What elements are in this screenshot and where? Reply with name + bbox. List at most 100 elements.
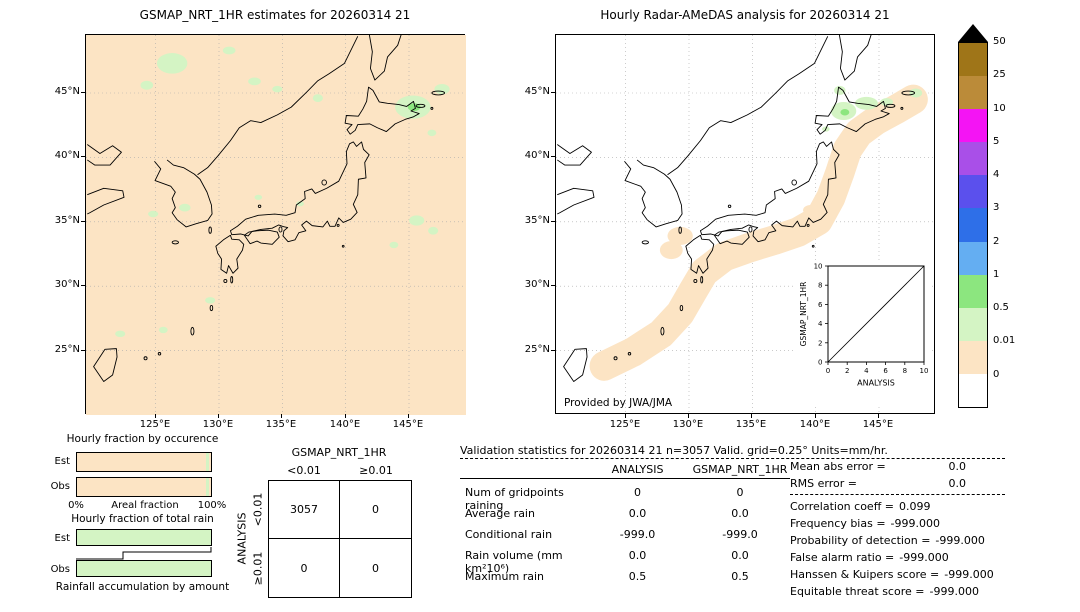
bar-row-label: Obs <box>50 481 70 492</box>
colorbar-tick-label: 10 <box>993 103 1006 114</box>
colorbar-tick-label: 2 <box>993 236 1000 247</box>
bar-segment-peach <box>77 453 206 471</box>
longitude-tick-label: 135°E <box>265 419 297 430</box>
contingency-cell: 0 <box>340 481 411 539</box>
inset-tick-label: 6 <box>818 301 823 309</box>
stat-value: 0.0 <box>628 507 647 520</box>
colorbar-segment <box>959 109 987 143</box>
stat-label: Num of gridpoints raining <box>465 486 564 512</box>
est-occurrence-bar <box>76 452 212 472</box>
stat-value: 0.0 <box>948 460 967 473</box>
stat-label: Equitable threat score = <box>790 585 925 598</box>
stat-label: Probability of detection = <box>790 534 931 547</box>
stat-value: -999.0 <box>722 528 758 541</box>
right-map: 0 2 4 6 8 10 0 2 4 6 8 10 ANALYSIS GSMAP… <box>555 34 936 415</box>
longitude-tick-label: 140°E <box>799 419 831 430</box>
scatter-inset: 0 2 4 6 8 10 0 2 4 6 8 10 ANALYSIS GSMAP… <box>796 261 931 406</box>
latitude-tick-label: 25°N <box>54 344 80 355</box>
accumulation-step-line <box>76 547 212 560</box>
stat-label: Correlation coeff = <box>790 500 894 513</box>
occurrence-chart-title: Hourly fraction by occurence <box>66 433 219 445</box>
contingency-cell: 3057 <box>269 481 340 539</box>
lat-tick <box>551 156 555 157</box>
colorbar-segment <box>959 373 987 408</box>
right-map-svg <box>556 35 936 415</box>
lon-tick <box>625 414 626 418</box>
inset-tick-label: 10 <box>920 367 929 375</box>
inset-xlabel: ANALYSIS <box>857 379 895 388</box>
skill-score-row: False alarm ratio = -999.000 <box>790 551 949 564</box>
stat-label: Rain volume (mm km²10⁶) <box>465 549 563 575</box>
colorbar-segment <box>959 76 987 110</box>
colorbar-tick-label: 1 <box>993 269 1000 280</box>
column-header: ANALYSIS <box>611 463 664 476</box>
inset-tick-label: 8 <box>903 367 907 375</box>
coastlines <box>87 35 444 381</box>
colorbar-segment <box>959 175 987 209</box>
bar-segment-green <box>77 530 211 545</box>
inset-tick-label: 0 <box>826 367 830 375</box>
bar-segment-peach <box>77 478 206 496</box>
stat-value: -999.000 <box>890 517 941 530</box>
stat-value: -999.0 <box>619 528 656 541</box>
latitude-tick-label: 35°N <box>54 215 80 226</box>
colorbar-segment <box>959 208 987 242</box>
totalrain-chart-title: Hourly fraction of total rain <box>71 513 214 525</box>
contingency-col-label: ≥0.01 <box>359 464 393 477</box>
longitude-tick-label: 145°E <box>862 419 894 430</box>
totalrain-chart-caption: Rainfall accumulation by amount <box>55 581 230 593</box>
stat-value: -999.000 <box>944 568 994 581</box>
skill-score-row: Hanssen & Kuipers score = -999.000 <box>790 568 994 581</box>
colorbar-segment <box>959 43 987 77</box>
colorbar-segment <box>959 307 987 341</box>
latitude-tick-label: 35°N <box>524 215 550 226</box>
colorbar-tick-label: 4 <box>993 169 1000 180</box>
stat-label: Average rain <box>465 507 535 520</box>
left-map <box>85 34 466 415</box>
inset-tick-label: 4 <box>818 320 823 328</box>
inset-ticks <box>825 265 925 365</box>
coastlines <box>557 35 914 381</box>
skill-score-row: Frequency bias = -999.000 <box>790 517 940 530</box>
inset-tick-label: 0 <box>818 359 822 367</box>
contingency-table: 3057 0 0 0 <box>268 480 412 598</box>
column-header: GSMAP_NRT_1HR <box>692 463 788 476</box>
lon-tick <box>815 414 816 418</box>
lat-tick <box>551 350 555 351</box>
bar-segment-green <box>77 561 211 576</box>
lat-tick <box>81 285 85 286</box>
stat-value: 0 <box>634 486 641 499</box>
latitude-tick-label: 45°N <box>54 86 80 97</box>
colorbar-segment <box>959 340 987 374</box>
header-underline <box>460 478 790 479</box>
longitude-tick-label: 135°E <box>735 419 767 430</box>
precipitation-patches <box>589 84 928 381</box>
contingency-side-label: ANALYSIS <box>235 512 249 565</box>
stat-value: 0.0 <box>628 549 647 562</box>
lat-tick <box>81 156 85 157</box>
validation-row: Average rain 0.0 0.0 <box>465 507 800 520</box>
skill-score-row: Equitable threat score = -999.000 <box>790 585 979 598</box>
longitude-tick-label: 130°E <box>202 419 234 430</box>
stat-value: 0.5 <box>628 570 647 583</box>
lat-tick <box>551 285 555 286</box>
separator-dashed <box>790 494 1005 495</box>
contingency-row-label: ≥0.01 <box>251 551 265 586</box>
bar-segment-peach <box>208 478 211 496</box>
lat-tick <box>81 92 85 93</box>
validation-header-row: ANALYSIS GSMAP_NRT_1HR <box>465 463 800 476</box>
latitude-tick-label: 30°N <box>524 279 550 290</box>
colorbar-tick-label: 50 <box>993 36 1006 47</box>
longitude-tick-label: 140°E <box>329 419 361 430</box>
stat-value: 0.5 <box>731 570 749 583</box>
error-stat-row: RMS error = 0.0 <box>790 477 966 490</box>
est-totalrain-bar <box>76 529 212 546</box>
lat-tick <box>551 92 555 93</box>
contingency-col-label: <0.01 <box>287 464 321 477</box>
skill-score-row: Probability of detection = -999.000 <box>790 534 985 547</box>
colorbar <box>958 42 988 408</box>
lat-tick <box>551 221 555 222</box>
bar-segment-peach <box>208 453 211 471</box>
latitude-tick-label: 40°N <box>524 150 550 161</box>
